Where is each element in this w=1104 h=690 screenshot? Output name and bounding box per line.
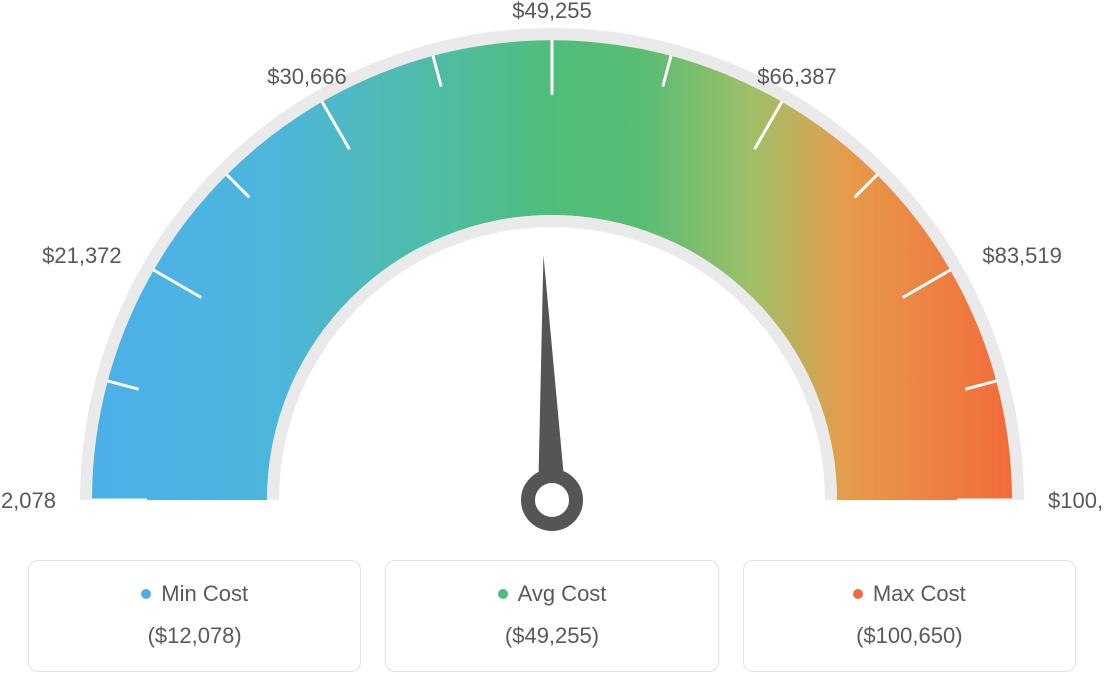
gauge-tick-label: $49,255 [512, 0, 592, 24]
legend-avg-title-text: Avg Cost [518, 581, 607, 607]
legend-row: Min Cost ($12,078) Avg Cost ($49,255) Ma… [0, 560, 1104, 672]
dot-icon [853, 589, 863, 599]
legend-avg: Avg Cost ($49,255) [385, 560, 718, 672]
legend-avg-value: ($49,255) [396, 623, 707, 649]
gauge-tick-label: $66,387 [757, 64, 837, 90]
legend-avg-title: Avg Cost [396, 581, 707, 607]
legend-max-title-text: Max Cost [873, 581, 966, 607]
legend-max-title: Max Cost [754, 581, 1065, 607]
legend-min-value: ($12,078) [39, 623, 350, 649]
gauge-tick-label: $100,650 [1048, 488, 1104, 514]
gauge-tick-label: $30,666 [267, 64, 347, 90]
legend-max: Max Cost ($100,650) [743, 560, 1076, 672]
legend-min-title: Min Cost [39, 581, 350, 607]
legend-min-title-text: Min Cost [161, 581, 248, 607]
dot-icon [498, 589, 508, 599]
gauge-tick-label: $12,078 [0, 488, 56, 514]
gauge-svg [0, 0, 1104, 560]
legend-min: Min Cost ($12,078) [28, 560, 361, 672]
gauge-tick-label: $83,519 [982, 243, 1062, 269]
dot-icon [141, 589, 151, 599]
gauge-chart: $12,078 $21,372 $30,666 $49,255 $66,387 $83,5… [0, 0, 1104, 560]
gauge-tick-label: $21,372 [42, 243, 122, 269]
legend-max-value: ($100,650) [754, 623, 1065, 649]
